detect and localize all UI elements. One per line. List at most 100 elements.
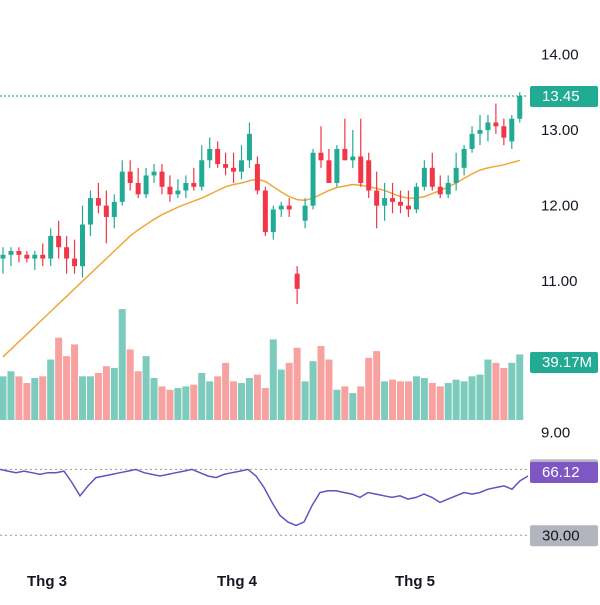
candle-body [254,164,260,191]
candle-body [64,247,70,259]
volume-bar [452,379,460,420]
candle-body [302,205,308,221]
volume-bar [365,357,373,420]
volume-bar [484,359,492,420]
candle-body [143,175,149,195]
svg-text:66.12: 66.12 [542,464,580,481]
volume-bar [150,378,158,420]
volume-bar [468,376,476,420]
volume-bar [142,356,150,420]
candle-body [87,198,93,225]
volume-bar [7,371,15,420]
candle-body [318,152,324,161]
candle-body [413,186,419,210]
time-tick-label: Thg 3 [27,573,67,590]
candle-body [48,235,54,259]
moving-average-line [2,159,521,358]
volume-bar [86,376,94,420]
candle-body [429,167,435,187]
volume-bar [269,339,277,420]
candle-body [239,160,244,172]
candle-body [382,198,388,206]
price-tick-label: 13.00 [541,122,579,139]
candle-body [326,160,332,183]
last-price-tag: 13.45 [530,86,598,108]
candle-body [477,130,483,134]
volume-bar [460,381,468,420]
volume-bar [118,309,126,420]
candle-body [199,160,205,187]
price-tick-label: 14.00 [541,46,579,63]
rsi-current-tag: 66.12 [530,462,598,483]
volume-bar [277,369,285,420]
price-tick-label: 12.00 [541,198,579,215]
price-tick-label: 11.00 [541,273,577,290]
candle-body [310,152,316,206]
candle-body [294,273,300,289]
svg-text:13.45: 13.45 [542,88,580,105]
volume-bar [476,374,484,420]
volume-bar [55,337,63,420]
volume-bar [238,383,245,420]
candle-body [445,182,451,195]
volume-bars [0,309,524,420]
volume-tag: 39.17M [530,352,598,373]
candle-body [111,201,117,217]
candle-body [223,164,229,168]
candle-body [80,224,85,267]
rsi-line [0,468,529,527]
volume-bar [301,381,309,420]
volume-bar [0,376,7,420]
candle-body [103,205,109,217]
volume-bar [261,388,269,420]
volume-bar [381,381,389,420]
candle-body [16,251,22,255]
candle-body [501,126,507,138]
volume-bar [325,359,333,420]
volume-bar [174,388,182,420]
volume-bar [357,386,365,420]
volume-bar [94,372,102,420]
volume-bar [397,381,404,420]
candle-body [358,156,364,183]
volume-bar [47,359,55,420]
volume-bar [206,381,214,420]
candle-body [262,190,268,233]
volume-bar [198,372,206,420]
candle-body [183,182,189,191]
volume-bar [508,362,516,420]
candle-body [469,133,475,149]
volume-bar [404,381,412,420]
volume-bar [373,351,381,420]
time-tick-label: Thg 4 [217,573,258,590]
volume-bar [492,362,500,420]
volume-bar [126,349,134,420]
candle-body [366,160,372,191]
candle-body [0,254,6,259]
volume-bar [436,386,444,420]
candle-body [342,148,348,161]
volume-bar [110,367,118,420]
candle-body [509,118,515,142]
candle-body [119,171,125,202]
volume-bar [15,376,23,420]
candle-body [207,148,213,161]
volume-bar [253,374,261,420]
rsi-panel [0,468,529,536]
candle-body [405,205,411,210]
volume-bar [317,346,325,420]
candle-body [231,167,237,172]
candle-body [350,156,356,161]
candle-body [286,205,292,210]
volume-bar [39,376,47,420]
candle-body [437,186,443,195]
candle-body [215,148,221,165]
candle-body [398,201,403,206]
volume-bar [333,389,341,420]
candle-body [493,122,499,127]
volume-bar [79,376,86,420]
time-axis: Thg 3 Thg 4 Thg 5 [27,573,435,590]
